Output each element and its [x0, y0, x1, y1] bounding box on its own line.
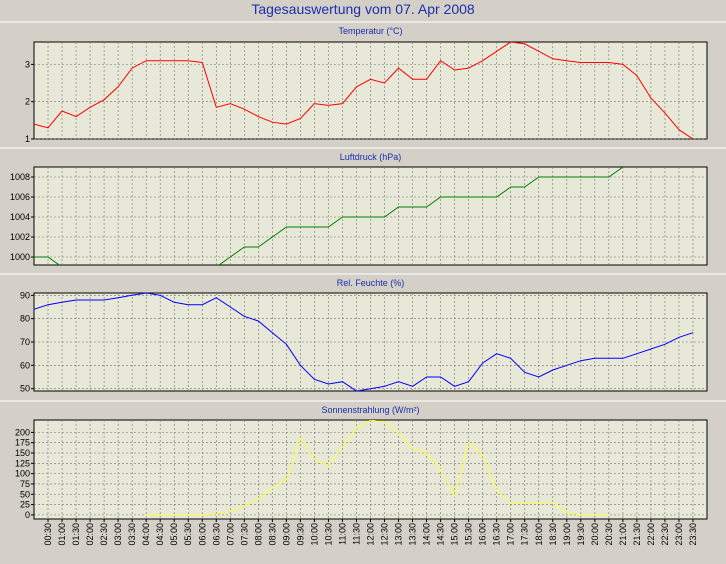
y-tick-label: 100	[15, 469, 30, 479]
series-line-3	[146, 420, 609, 516]
panel-title-1: Luftdruck (hPa)	[340, 152, 402, 162]
x-tick-label: 05:30	[183, 523, 193, 546]
y-tick-label: 1006	[10, 192, 30, 202]
y-tick-label: 2	[25, 97, 30, 107]
x-tick-label: 07:00	[225, 523, 235, 546]
y-tick-label: 60	[20, 360, 30, 370]
panel-title-2: Rel. Feuchte (%)	[337, 278, 405, 288]
x-tick-label: 18:00	[534, 523, 544, 546]
x-tick-label: 11:00	[338, 523, 348, 545]
y-tick-label: 1	[25, 134, 30, 144]
y-tick-label: 125	[15, 458, 30, 468]
x-tick-label: 15:00	[450, 523, 460, 546]
y-tick-label: 3	[25, 59, 30, 69]
x-tick-label: 22:00	[646, 523, 656, 546]
x-tick-label: 22:30	[660, 523, 670, 546]
x-tick-label: 14:30	[436, 523, 446, 546]
x-tick-label: 08:00	[253, 523, 263, 546]
x-tick-label: 03:30	[127, 523, 137, 546]
x-tick-label: 12:00	[366, 523, 376, 546]
x-tick-label: 04:30	[155, 523, 165, 546]
x-tick-label: 13:30	[408, 523, 418, 546]
panel-title-0: Temperatur (°C)	[338, 26, 402, 36]
y-tick-label: 175	[15, 438, 30, 448]
x-tick-label: 05:00	[169, 523, 179, 546]
y-tick-label: 80	[20, 314, 30, 324]
x-tick-label: 20:30	[604, 523, 614, 546]
x-tick-label: 21:30	[632, 523, 642, 546]
x-tick-label: 16:30	[492, 523, 502, 546]
y-tick-label: 75	[20, 479, 30, 489]
x-tick-label: 02:00	[85, 523, 95, 546]
x-tick-label: 17:30	[520, 523, 530, 546]
y-tick-label: 90	[20, 290, 30, 300]
series-line-0	[34, 42, 694, 139]
y-tick-label: 25	[20, 500, 30, 510]
x-tick-label: 17:00	[506, 523, 516, 546]
x-tick-label: 02:30	[99, 523, 109, 546]
x-tick-label: 10:00	[309, 523, 319, 546]
y-tick-label: 1008	[10, 172, 30, 182]
x-tick-label: 03:00	[113, 523, 123, 546]
x-tick-label: 11:30	[352, 523, 362, 545]
y-tick-label: 1000	[10, 252, 30, 262]
x-tick-label: 14:00	[422, 523, 432, 546]
x-tick-label: 09:30	[295, 523, 305, 546]
x-tick-label: 01:30	[71, 523, 81, 546]
x-tick-label: 19:30	[576, 523, 586, 546]
x-tick-label: 09:00	[281, 523, 291, 546]
x-tick-label: 06:00	[197, 523, 207, 546]
x-tick-label: 04:00	[141, 523, 151, 546]
x-tick-label: 20:00	[590, 523, 600, 546]
x-tick-label: 19:00	[562, 523, 572, 546]
x-tick-label: 18:30	[548, 523, 558, 546]
y-tick-label: 1002	[10, 232, 30, 242]
y-tick-label: 1004	[10, 212, 30, 222]
x-tick-label: 12:30	[380, 523, 390, 546]
series-line-2	[34, 293, 694, 391]
x-tick-label: 00:30	[43, 523, 53, 546]
y-tick-label: 70	[20, 337, 30, 347]
x-tick-label: 21:00	[618, 523, 628, 546]
x-tick-label: 10:30	[323, 523, 333, 546]
y-tick-label: 150	[15, 448, 30, 458]
x-tick-label: 06:30	[211, 523, 221, 546]
x-tick-label: 16:00	[478, 523, 488, 546]
x-tick-label: 15:30	[464, 523, 474, 546]
y-tick-label: 0	[25, 510, 30, 520]
x-tick-label: 23:30	[688, 523, 698, 546]
x-tick-label: 07:30	[239, 523, 249, 546]
y-tick-label: 200	[15, 427, 30, 437]
series-line-1	[34, 167, 624, 265]
panel-title-3: Sonnenstrahlung (W/m²)	[321, 405, 419, 415]
x-tick-label: 01:00	[57, 523, 67, 546]
page-title: Tagesauswertung vom 07. Apr 2008	[251, 1, 475, 17]
y-tick-label: 50	[20, 489, 30, 499]
x-tick-label: 13:00	[394, 523, 404, 546]
x-tick-label: 08:30	[267, 523, 277, 546]
y-tick-label: 50	[20, 384, 30, 394]
x-tick-label: 23:00	[674, 523, 684, 546]
